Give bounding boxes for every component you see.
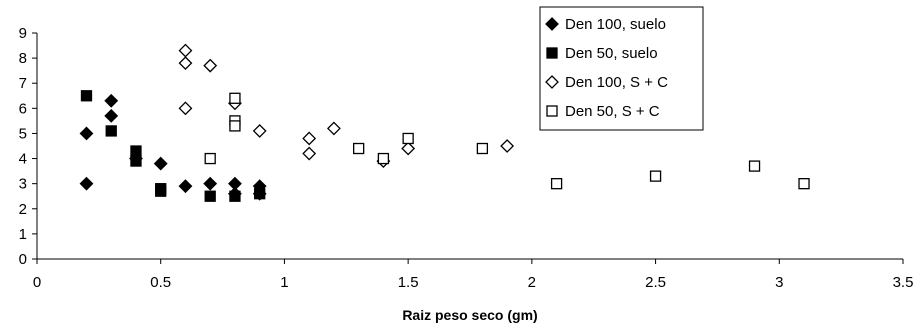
y-tick-label: 5: [19, 125, 27, 142]
data-point-series-1: [178, 179, 193, 194]
y-tick-label: 9: [19, 25, 27, 42]
data-points: [79, 43, 810, 202]
x-tick-label: 0.5: [150, 274, 171, 291]
data-point-series-4: [353, 142, 365, 155]
legend-marker-3: [545, 75, 559, 89]
data-point-series-1: [153, 156, 168, 171]
y-tick-label: 1: [19, 226, 27, 243]
data-point-series-2: [105, 125, 117, 137]
data-point-series-4: [476, 142, 489, 155]
x-tick-label: 3.5: [893, 274, 914, 291]
data-point-series-4: [550, 178, 563, 190]
data-point-series-4: [748, 160, 761, 172]
x-tick-label: 2.5: [645, 274, 666, 291]
data-point-series-1: [79, 176, 94, 191]
x-axis-ticks: 0 0.5 1 1.5 2 2.5 3 3.5: [33, 259, 914, 291]
data-point-series-3: [178, 43, 193, 58]
data-point-series-1: [203, 176, 218, 191]
data-point-series-4: [798, 178, 810, 190]
data-point-series-4: [649, 170, 662, 182]
x-tick-label: 2: [528, 274, 536, 291]
y-axis-ticks: 0 1 2 3 4 5 6 7 8 9: [19, 25, 37, 268]
legend-label-2: Den 50, suelo: [565, 45, 658, 62]
legend-marker-1: [545, 17, 559, 31]
legend: Den 100, suelo Den 50, suelo Den 100, S + …: [539, 6, 704, 131]
data-point-series-2: [80, 90, 93, 102]
data-point-series-1: [104, 93, 119, 108]
data-point-series-2: [155, 185, 167, 197]
y-tick-label: 2: [19, 201, 27, 218]
data-point-series-2: [130, 155, 142, 167]
legend-marker-4: [546, 105, 558, 117]
legend-box: [539, 6, 704, 131]
y-tick-label: 0: [19, 251, 27, 268]
data-point-series-2: [204, 190, 216, 202]
legend-label-3: Den 100, S + C: [565, 74, 668, 91]
data-point-series-1: [79, 126, 94, 141]
data-point-series-2: [229, 190, 241, 202]
x-tick-label: 1.5: [398, 274, 419, 291]
data-point-series-2: [254, 188, 266, 200]
data-point-series-3: [178, 56, 193, 71]
data-point-series-3: [178, 101, 193, 116]
data-point-series-2: [130, 145, 142, 157]
data-point-series-3: [401, 141, 416, 156]
x-tick-label: 1: [280, 274, 288, 291]
data-point-series-4: [402, 132, 414, 145]
data-point-series-3: [326, 121, 341, 136]
data-point-series-4: [229, 92, 241, 104]
y-tick-label: 8: [19, 50, 27, 67]
x-tick-label: 3: [775, 274, 783, 291]
x-tick-label: 0: [33, 274, 41, 291]
data-point-series-4: [229, 120, 241, 132]
legend-label-4: Den 50, S + C: [565, 103, 660, 120]
data-point-series-4: [204, 152, 216, 165]
plot-area: 0 0.5 1 1.5 2 2.5 3 3.5 0 1 2 3 4 5 6 7 8 9: [19, 25, 914, 291]
legend-marker-2: [546, 47, 558, 59]
y-tick-label: 3: [19, 176, 27, 193]
data-point-series-3: [302, 131, 317, 146]
data-point-series-3: [500, 139, 515, 153]
data-point-series-3: [302, 146, 317, 161]
y-tick-label: 7: [19, 75, 27, 92]
data-point-series-3: [252, 124, 267, 138]
x-axis-title: Raiz peso seco (gm): [402, 307, 537, 323]
y-tick-label: 4: [19, 151, 27, 168]
y-tick-label: 6: [19, 100, 27, 117]
data-point-series-4: [377, 152, 390, 165]
data-point-series-3: [203, 58, 218, 73]
data-point-series-1: [104, 108, 119, 123]
legend-label-1: Den 100, suelo: [565, 16, 666, 33]
